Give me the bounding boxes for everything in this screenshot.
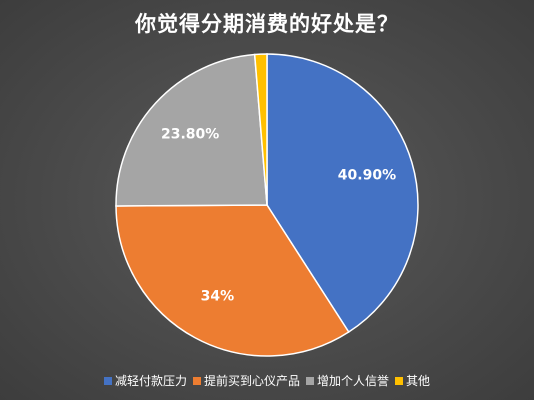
legend-item-0: 减轻付款压力 — [103, 372, 187, 389]
legend-label-2: 增加个人信誉 — [317, 374, 390, 388]
legend-label-3: 其他 — [406, 374, 431, 388]
chart-title: 你觉得分期消费的好处是？ — [135, 12, 399, 36]
pie-slice-1 — [115, 204, 350, 357]
legend-label-1: 提前买到心仪产品 — [203, 374, 300, 388]
legend-swatch-3 — [395, 376, 404, 385]
legend-label-0: 减轻付款压力 — [114, 374, 187, 388]
pie-slice-3 — [253, 53, 268, 206]
legend-swatch-1 — [192, 376, 201, 385]
slice-label-0: 40.90% — [338, 168, 396, 184]
slice-label-2: 23.80% — [161, 127, 219, 143]
pie-slice-2 — [115, 53, 268, 207]
legend: 减轻付款压力 提前买到心仪产品 增加个人信誉 其他 — [0, 372, 534, 389]
legend-item-1: 提前买到心仪产品 — [192, 372, 300, 389]
legend-item-3: 其他 — [395, 372, 430, 389]
legend-swatch-2 — [306, 376, 314, 385]
legend-item-2: 增加个人信誉 — [306, 372, 389, 389]
slice-label-1: 34% — [201, 289, 235, 305]
legend-swatch-0 — [103, 376, 112, 385]
